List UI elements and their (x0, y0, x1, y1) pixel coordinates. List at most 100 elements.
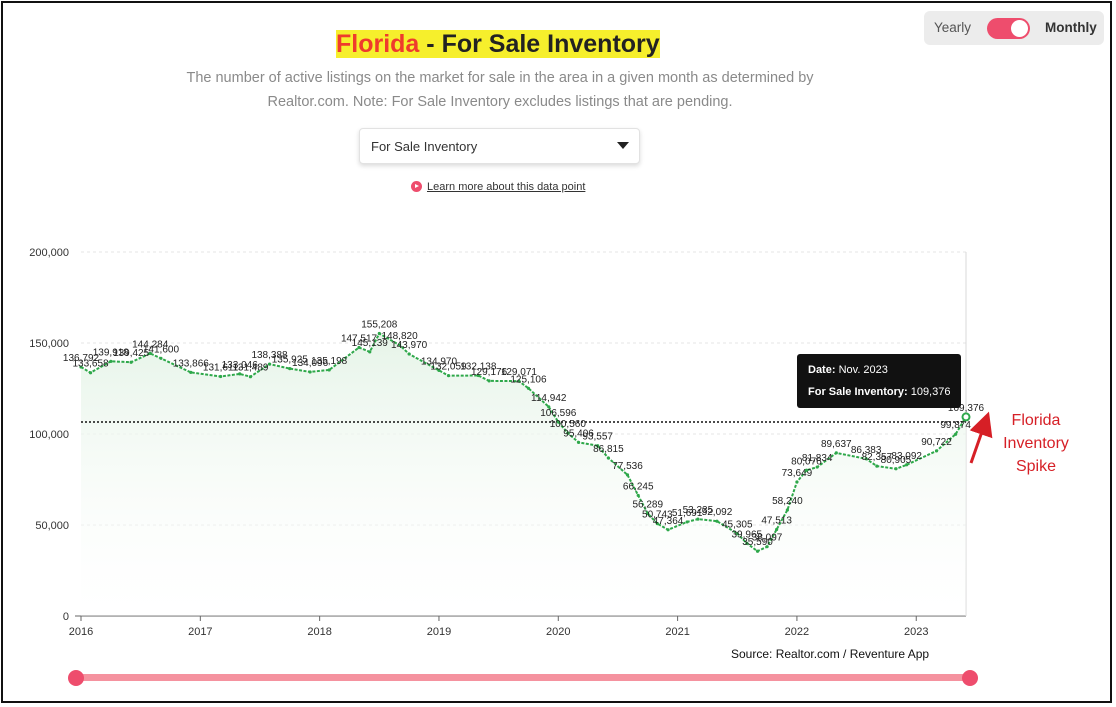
annotation-arrow (969, 411, 993, 464)
area-fill (81, 333, 966, 616)
date-range-slider[interactable] (76, 674, 970, 681)
data-point (327, 368, 331, 372)
toggle-switch[interactable] (987, 18, 1030, 39)
data-point (655, 522, 659, 526)
x-tick-label: 2017 (188, 626, 212, 638)
data-point (934, 449, 939, 453)
highlighted-point (961, 412, 971, 422)
data-point (308, 370, 312, 374)
toggle-monthly-label[interactable]: Monthly (1045, 20, 1097, 35)
data-point (88, 371, 93, 375)
data-point (685, 520, 689, 524)
data-point (666, 528, 670, 532)
data-label: 53,235 (683, 505, 714, 516)
tooltip-metric-value: 109,376 (910, 386, 951, 398)
play-icon (411, 181, 422, 192)
data-label: 143,970 (391, 340, 428, 351)
data-point (785, 508, 789, 512)
data-point (517, 379, 521, 383)
data-label: 133,658 (72, 359, 109, 370)
data-point (437, 368, 441, 372)
data-label: 139,918 (93, 347, 130, 358)
data-label: 133,866 (173, 358, 210, 369)
annotation-line-2: Inventory (1003, 435, 1069, 452)
data-label: 47,513 (761, 516, 792, 527)
chart-tooltip: Date: Nov. 2023 For Sale Inventory: 109,… (797, 354, 961, 408)
metric-select[interactable]: For Sale Inventory (359, 128, 640, 164)
data-label: 145,139 (352, 338, 389, 349)
metric-select-value: For Sale Inventory (371, 139, 478, 154)
data-label: 131,611 (203, 362, 239, 373)
data-label: 38,097 (752, 533, 783, 544)
data-point (696, 517, 700, 521)
data-point (547, 405, 551, 409)
data-point (875, 464, 879, 468)
y-tick-label: 0 (63, 611, 69, 623)
data-point (129, 360, 133, 364)
tooltip-metric-label: For Sale Inventory: (808, 386, 908, 398)
data-point (735, 531, 739, 536)
data-point (646, 511, 650, 516)
slider-handle-start[interactable] (68, 670, 84, 686)
toggle-knob[interactable] (1011, 20, 1028, 37)
data-point (566, 431, 570, 435)
data-point (446, 374, 451, 378)
data-label: 50,743 (642, 510, 673, 521)
data-point (815, 465, 819, 469)
y-tick-label: 50,000 (35, 520, 69, 532)
data-label: 39,965 (732, 529, 763, 540)
toggle-yearly-label[interactable]: Yearly (934, 20, 972, 35)
data-label: 86,383 (851, 445, 882, 456)
title-state: Florida (336, 30, 420, 58)
data-label: 95,406 (563, 428, 594, 439)
data-point (526, 386, 531, 390)
learn-more-link[interactable]: Learn more about this data point (411, 181, 585, 193)
tooltip-date-label: Date: (808, 364, 836, 376)
tooltip-date-value: Nov. 2023 (838, 364, 888, 376)
data-label: 135,198 (311, 356, 348, 367)
data-point (804, 468, 809, 472)
frequency-toggle[interactable]: Yearly Monthly (924, 11, 1104, 45)
data-label: 148,820 (382, 331, 419, 342)
data-point (267, 362, 272, 366)
data-label: 133,046 (222, 360, 259, 371)
data-label: 147,517 (341, 334, 378, 345)
y-tick-label: 150,000 (29, 338, 69, 350)
data-point (606, 456, 610, 460)
slider-handle-end[interactable] (962, 670, 978, 686)
data-label: 100,560 (550, 419, 587, 430)
data-label: 83,092 (891, 451, 922, 462)
chevron-down-icon (617, 142, 629, 149)
data-label: 47,364 (653, 516, 684, 527)
data-point (238, 372, 242, 376)
data-point (576, 440, 581, 444)
data-label: 132,138 (460, 362, 497, 373)
data-point (905, 463, 909, 467)
x-tick-label: 2018 (307, 626, 331, 638)
y-tick-label: 100,000 (29, 429, 69, 441)
data-label: 58,240 (772, 496, 803, 507)
data-point (755, 549, 760, 553)
data-label: 135,925 (272, 355, 309, 366)
x-tick-label: 2023 (904, 626, 928, 638)
data-label: 52,092 (702, 507, 733, 518)
data-label: 51,691 (672, 508, 703, 519)
source-note: Source: Realtor.com / Reventure App (731, 647, 930, 661)
annotation-line-1: Florida (1011, 412, 1061, 429)
x-tick-label: 2020 (546, 626, 570, 638)
data-point (368, 350, 372, 354)
learn-more-label[interactable]: Learn more about this data point (427, 181, 586, 193)
data-point (219, 374, 223, 379)
data-label: 80,905 (881, 455, 912, 466)
data-point (159, 356, 163, 360)
data-point (487, 379, 491, 383)
data-label: 129,176 (471, 367, 508, 378)
data-label: 45,305 (722, 520, 753, 531)
data-label: 114,942 (531, 393, 567, 404)
data-point (625, 473, 630, 477)
spike-annotation: Florida Inventory Spike (996, 409, 1076, 478)
data-point (894, 467, 898, 471)
data-label: 89,637 (821, 439, 852, 450)
data-label: 66,245 (623, 481, 654, 492)
